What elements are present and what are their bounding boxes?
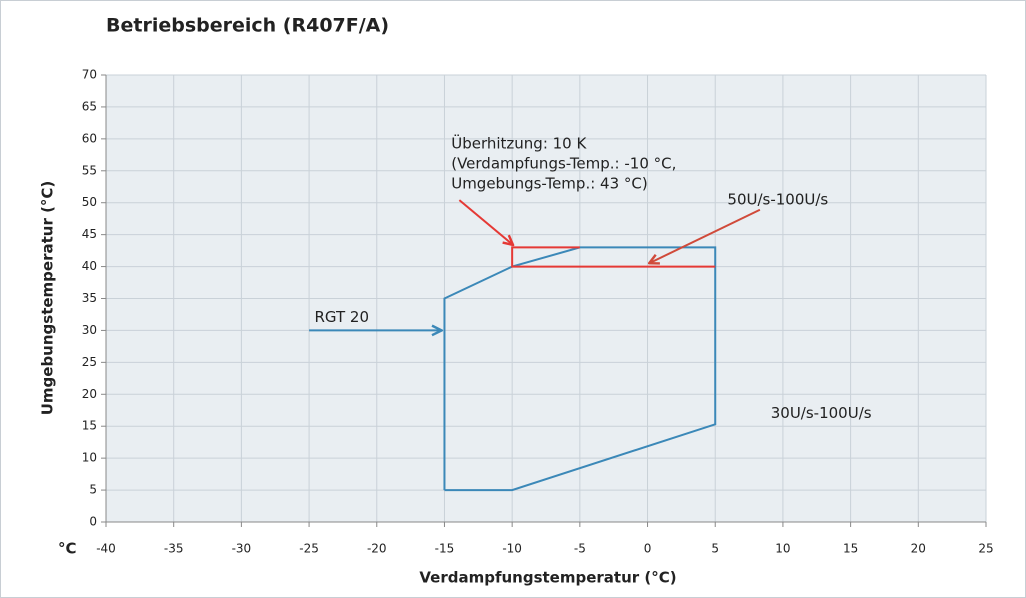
annotation-text: 50U/s-100U/s — [727, 191, 828, 209]
x-tick-label: 0 — [644, 542, 652, 556]
x-tick-label: -10 — [502, 542, 522, 556]
x-tick-label: -20 — [367, 542, 387, 556]
x-tick-label: 20 — [911, 542, 926, 556]
annotation-text: (Verdampfungs-Temp.: -10 °C, — [451, 154, 676, 172]
y-tick-label: 5 — [89, 483, 97, 497]
y-tick-label: 65 — [82, 99, 97, 113]
x-tick-label: -30 — [232, 542, 252, 556]
y-tick-label: 0 — [89, 515, 97, 529]
x-tick-label: -15 — [435, 542, 455, 556]
x-tick-label: -40 — [96, 542, 116, 556]
x-tick-label: 10 — [775, 542, 790, 556]
x-tick-label: -25 — [299, 542, 319, 556]
y-axis-label: Umgebungstemperatur (°C) — [39, 181, 57, 416]
x-tick-label: 15 — [843, 542, 858, 556]
annotation-arrow — [650, 208, 761, 263]
annotation-arrow — [458, 199, 512, 244]
x-axis-label: Verdampfungstemperatur (°C) — [419, 569, 676, 587]
envelope-line — [443, 246, 717, 492]
annotation-text: Überhitzung: 10 K — [451, 133, 587, 152]
x-unit-label: °C — [58, 540, 77, 558]
x-tick-label: 25 — [978, 542, 993, 556]
y-tick-label: 10 — [82, 451, 97, 465]
chart-title: Betriebsbereich (R407F/A) — [106, 15, 389, 37]
annotation-text: Umgebungs-Temp.: 43 °C) — [451, 174, 648, 192]
y-tick-label: 25 — [82, 355, 97, 369]
y-tick-label: 60 — [82, 131, 97, 145]
y-tick-label: 50 — [82, 195, 97, 209]
y-tick-label: 20 — [82, 387, 97, 401]
y-tick-label: 35 — [82, 291, 97, 305]
y-tick-label: 45 — [82, 227, 97, 241]
y-tick-label: 30 — [82, 323, 97, 337]
envelope-line — [511, 246, 716, 268]
y-tick-label: 15 — [82, 419, 97, 433]
y-tick-label: 70 — [82, 68, 97, 82]
x-tick-label: -35 — [164, 542, 184, 556]
y-tick-label: 55 — [82, 163, 97, 177]
x-tick-label: 5 — [711, 542, 719, 556]
y-tick-label: 40 — [82, 259, 97, 273]
annotation-text: 30U/s-100U/s — [771, 404, 872, 422]
annotation-text: RGT 20 — [314, 308, 369, 326]
x-tick-label: -5 — [574, 542, 586, 556]
